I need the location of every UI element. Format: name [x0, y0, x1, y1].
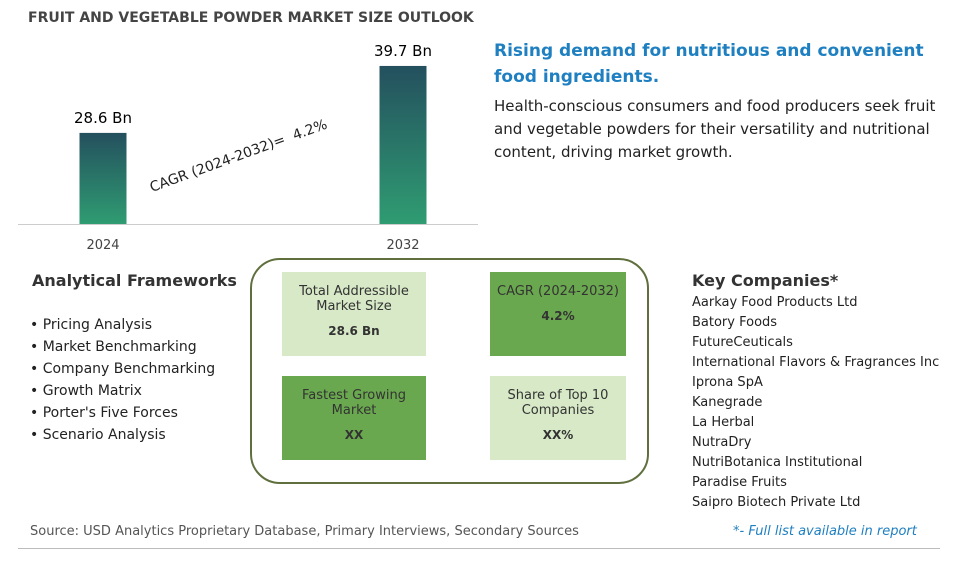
- framework-item: • Market Benchmarking: [30, 339, 197, 355]
- framework-item: • Pricing Analysis: [30, 317, 153, 333]
- description: Health-conscious consumers and food prod…: [494, 97, 936, 161]
- kpi-box: CAGR (2024-2032) 4.2%: [490, 272, 626, 356]
- source: Source: USD Analytics Proprietary Databa…: [30, 524, 579, 539]
- kpi-value: XX%: [542, 428, 574, 442]
- kpi-value: 4.2%: [541, 309, 575, 323]
- kpi-value: XX: [344, 428, 364, 442]
- kpi-box: Fastest Growing Market XX: [282, 376, 426, 460]
- kpi-label: CAGR (2024-2032): [497, 284, 619, 299]
- footnote: *- Full list available in report: [733, 524, 917, 539]
- kpi-frame: [250, 258, 649, 484]
- company-item: Batory Foods: [692, 315, 778, 330]
- x-tick-label: 2024: [86, 238, 119, 253]
- bar: [79, 132, 127, 224]
- company-item: Iprona SpA: [692, 375, 763, 390]
- framework-item: • Porter's Five Forces: [30, 405, 178, 421]
- chart: FRUIT AND VEGETABLE POWDER MARKET SIZE O…: [18, 10, 478, 253]
- company-item: Aarkay Food Products Ltd: [692, 295, 858, 310]
- chart-title: FRUIT AND VEGETABLE POWDER MARKET SIZE O…: [28, 10, 475, 26]
- framework-item: • Growth Matrix: [30, 383, 142, 399]
- kpi-value: 28.6 Bn: [328, 324, 380, 338]
- company-item: La Herbal: [692, 415, 755, 430]
- value-label: 39.7 Bn: [374, 42, 432, 60]
- cagr-annotation: CAGR (2024-2032)= 4.2%: [148, 117, 330, 196]
- companies-list: Aarkay Food Products Ltd Batory Foods Futu…: [692, 293, 939, 519]
- company-item: Saipro Biotech Private Ltd: [692, 495, 861, 510]
- kpi-label: Fastest Growing Market: [302, 388, 406, 418]
- company-item: NutraDry: [692, 435, 752, 450]
- frameworks-list: • Pricing Analysis • Market Benchmarking •…: [30, 314, 215, 446]
- kpi-box: Share of Top 10 Companies XX%: [490, 376, 626, 460]
- company-item: Kanegrade: [692, 395, 763, 410]
- company-item: NutriBotanica Institutional: [692, 455, 863, 470]
- company-item: International Flavors & Fragrances Inc: [692, 355, 940, 370]
- framework-item: • Scenario Analysis: [30, 427, 166, 443]
- company-item: FutureCeuticals: [692, 335, 793, 350]
- kpi-label: Total Addressible Market Size: [299, 284, 409, 314]
- x-tick-label: 2032: [386, 238, 419, 253]
- company-item: Paradise Fruits: [692, 475, 787, 490]
- value-label: 28.6 Bn: [74, 109, 132, 127]
- kpi-label: Share of Top 10 Companies: [507, 388, 609, 418]
- framework-item: • Company Benchmarking: [30, 361, 216, 377]
- bottom-rule: [18, 548, 940, 549]
- bar: [379, 65, 427, 225]
- frameworks-title: Analytical Frameworks: [32, 271, 237, 290]
- headline: Rising demand for nutritious and conveni…: [494, 41, 924, 87]
- kpi-box: Total Addressible Market Size 28.6 Bn: [282, 272, 426, 356]
- companies-title: Key Companies*: [692, 271, 839, 290]
